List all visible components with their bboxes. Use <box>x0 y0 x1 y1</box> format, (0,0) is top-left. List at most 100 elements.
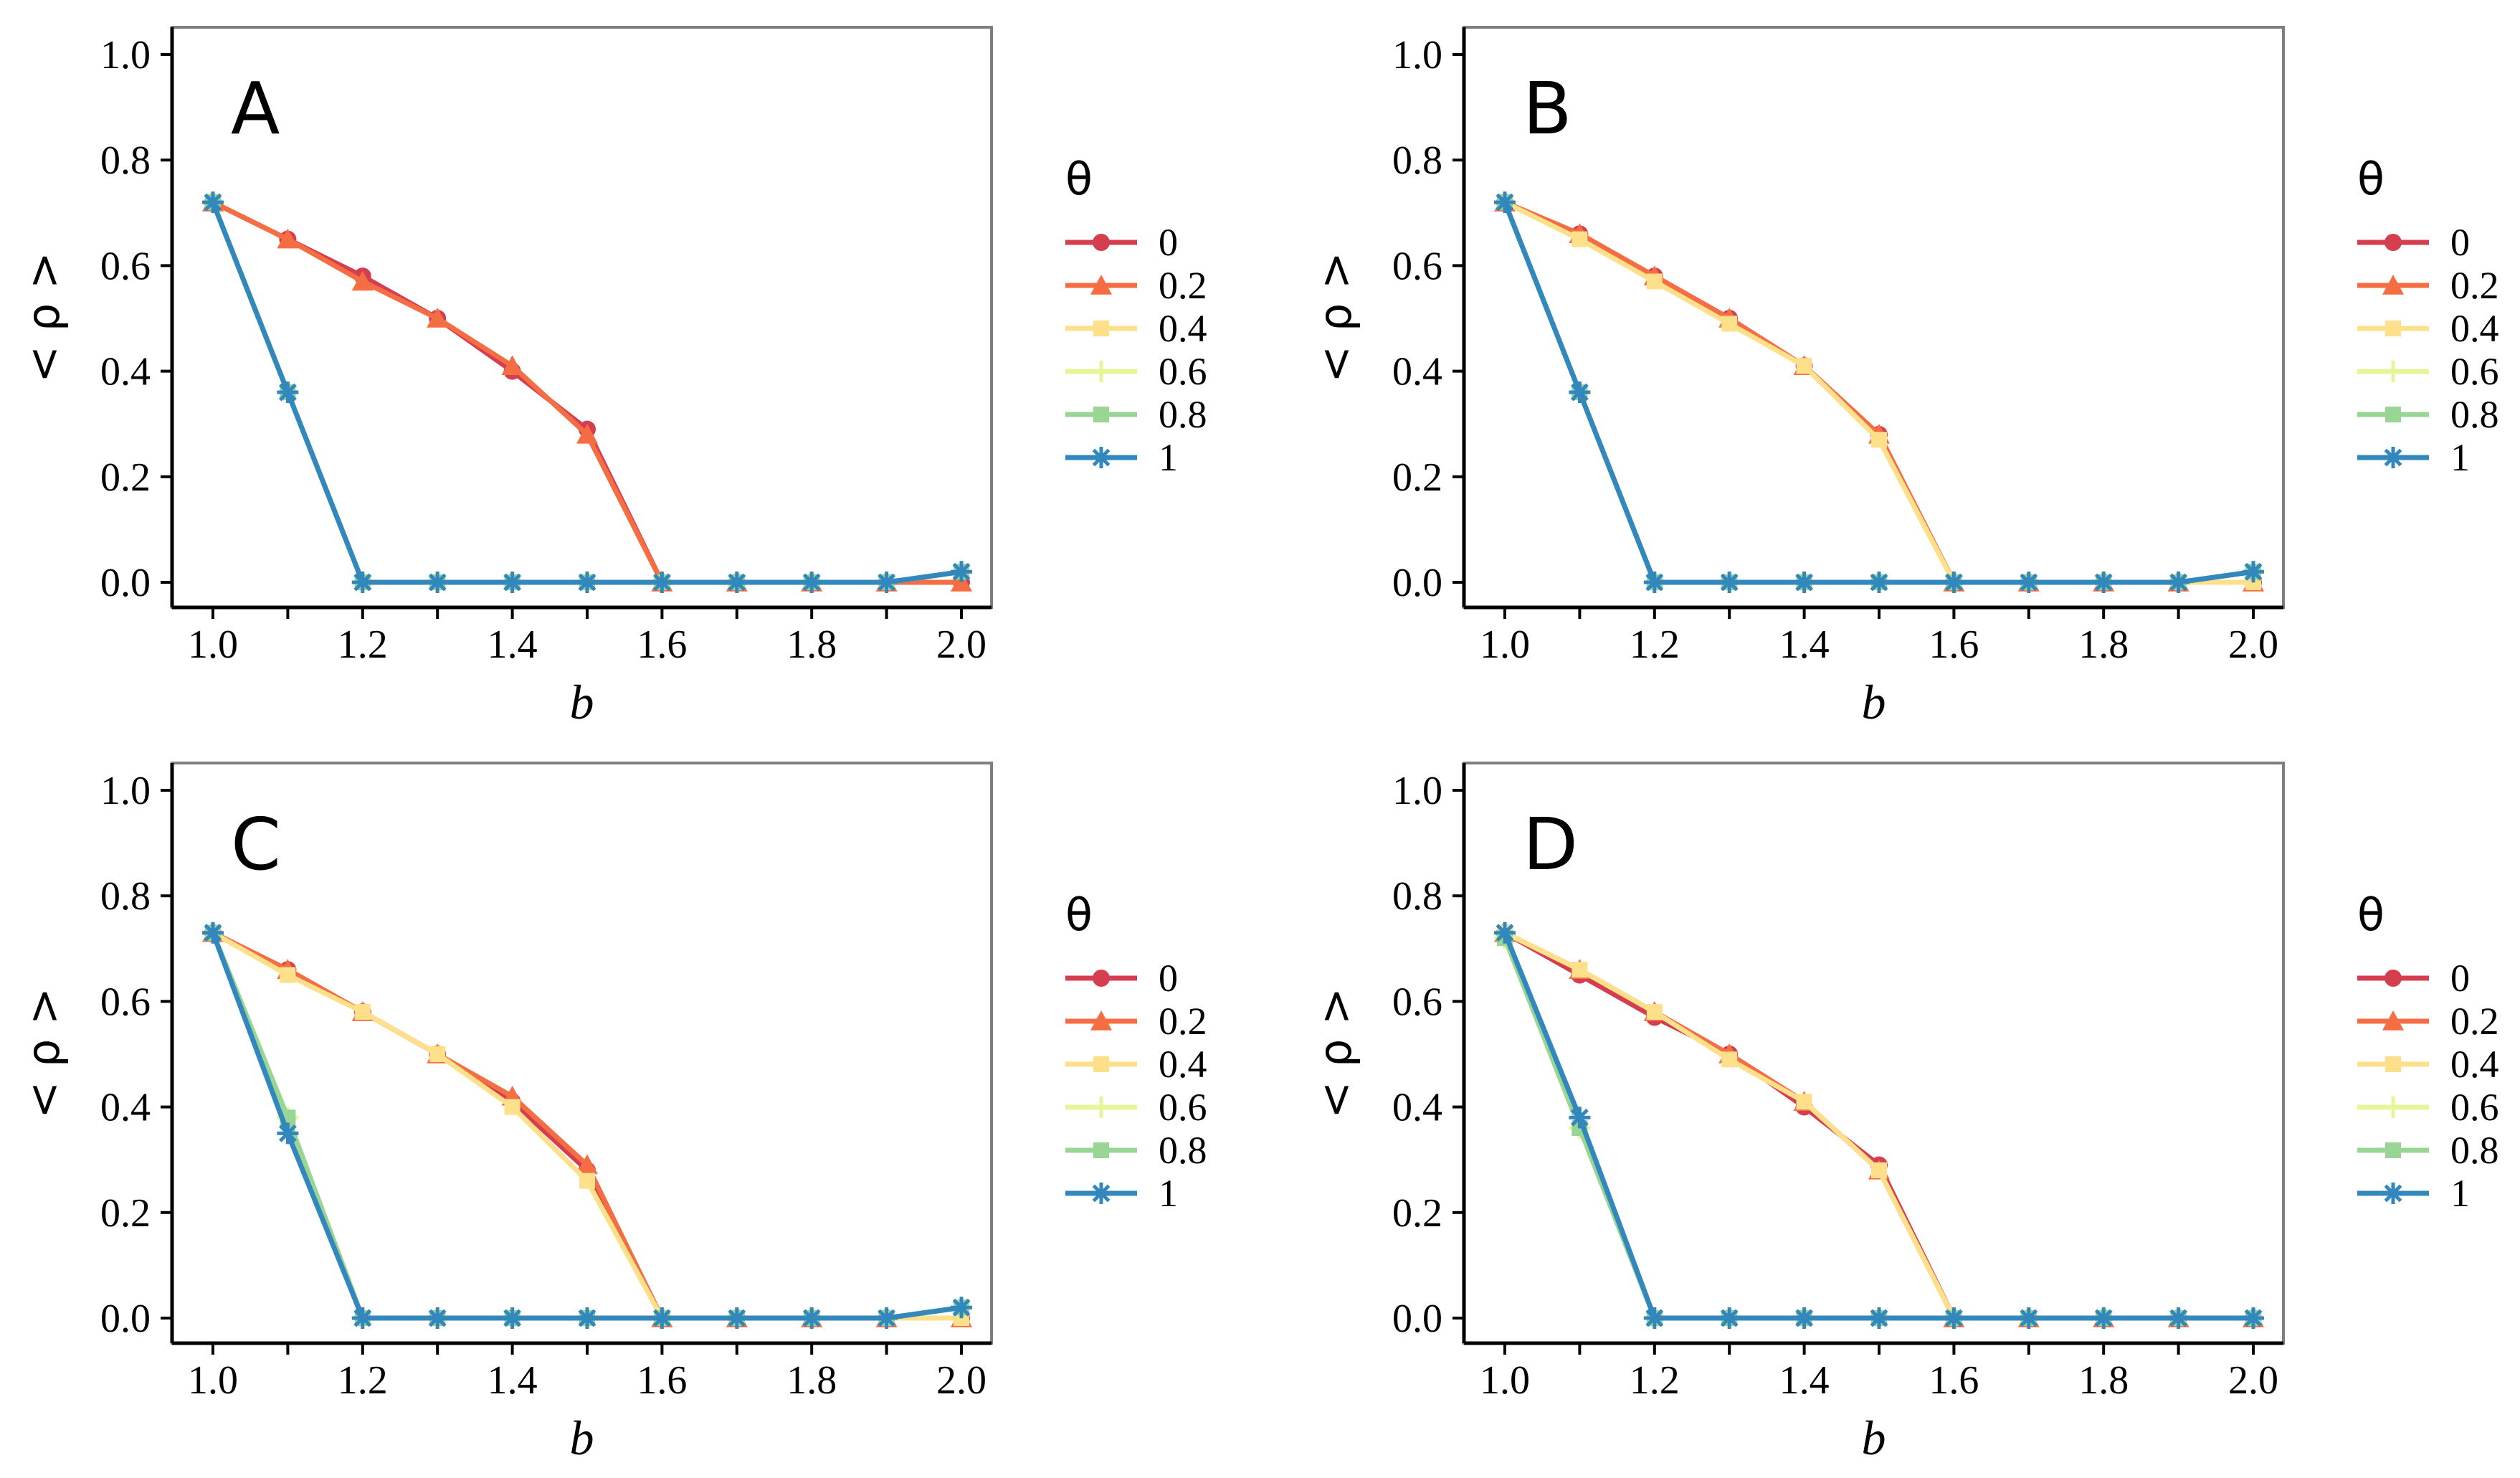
panel-label: B <box>1523 67 1572 151</box>
data-point-marker <box>576 1154 598 1175</box>
legend-title: θ <box>1065 889 1093 941</box>
y-tick-label: 0.8 <box>100 874 151 919</box>
legend-label: 1 <box>1159 1172 1178 1215</box>
legend-label: 0.4 <box>2450 1043 2499 1086</box>
data-point-marker <box>1796 358 1812 374</box>
data-point-marker <box>2167 572 2189 593</box>
data-point-marker <box>726 572 748 593</box>
chart-panel-d: 0.00.20.40.60.81.01.0 1.2 1.4 1.6 1.8 2.0b< ρ… <box>1309 762 2499 1465</box>
y-tick-label: 0.2 <box>100 1191 151 1236</box>
legend-item: 0.2 <box>2357 1000 2499 1043</box>
data-point-marker <box>2382 1010 2404 1031</box>
series-0 <box>204 194 970 591</box>
data-point-marker <box>1090 1096 1112 1118</box>
data-point-marker <box>2385 1142 2401 1158</box>
legend-label: 0.4 <box>1159 1043 1207 1086</box>
x-tick-label: 1.8 <box>786 1358 837 1403</box>
series-0-6 <box>202 922 972 1329</box>
data-point-marker <box>351 572 374 593</box>
legend-label: 0.8 <box>1159 1129 1207 1172</box>
x-tick-label: 1.0 <box>1480 1358 1530 1403</box>
legend-label: 1 <box>2450 436 2470 479</box>
data-point-marker <box>1721 316 1738 332</box>
legend-label: 0.6 <box>1159 350 1207 393</box>
legend-label: 1 <box>2450 1172 2470 1215</box>
x-tick-label: 1.8 <box>2078 622 2129 667</box>
legend-item: 0.2 <box>1065 1000 1207 1043</box>
data-point-marker <box>351 1307 374 1329</box>
x-tick-label: 2.0 <box>936 622 986 667</box>
data-point-marker <box>202 922 224 944</box>
data-point-marker <box>1718 572 1741 593</box>
legend: θ 00.20.40.60.81 <box>2357 153 2499 479</box>
panel-label: C <box>231 802 281 886</box>
data-point-marker <box>427 308 449 328</box>
y-tick-label: 0.0 <box>1392 561 1442 605</box>
legend-label: 0.6 <box>2450 1086 2499 1129</box>
x-axis-title: b <box>570 1411 594 1465</box>
data-point-marker <box>2093 1307 2115 1329</box>
legend-label: 0.8 <box>1159 393 1207 436</box>
data-point-marker <box>875 572 898 593</box>
series-line <box>211 930 961 1321</box>
x-axis-title: b <box>570 675 594 729</box>
legend-item: 1 <box>1065 436 1178 479</box>
data-point-marker <box>1793 1307 1815 1329</box>
legend-item: 0.8 <box>1065 1129 1207 1172</box>
data-point-marker <box>951 561 972 583</box>
data-point-marker <box>501 572 523 593</box>
y-tick-label: 1.0 <box>100 769 151 813</box>
series-line <box>1503 930 2253 1321</box>
y-tick-label: 0.8 <box>1392 874 1442 919</box>
data-point-marker <box>1093 321 1109 336</box>
data-point-marker <box>2382 275 2404 295</box>
legend: θ 00.20.40.60.81 <box>1065 889 1207 1215</box>
legend-item: 0.6 <box>2357 350 2499 393</box>
data-point-marker <box>2385 234 2402 251</box>
data-point-marker <box>429 1046 446 1062</box>
data-point-marker <box>1871 432 1887 448</box>
data-point-marker <box>277 382 299 404</box>
legend-label: 0.2 <box>2450 1000 2499 1043</box>
y-tick-label: 0.2 <box>1392 1191 1442 1236</box>
data-point-marker <box>951 1297 972 1319</box>
legend-item: 0.4 <box>2357 1043 2499 1086</box>
legend-label: 0 <box>1159 221 1178 264</box>
data-point-marker <box>1868 1307 1890 1329</box>
legend-label: 0.4 <box>2450 307 2499 350</box>
plot-frame <box>171 26 993 609</box>
data-point-marker <box>2243 1307 2264 1329</box>
data-point-marker <box>1093 970 1110 987</box>
x-tick-label: 1.4 <box>1779 622 1830 667</box>
data-point-marker <box>579 1173 595 1189</box>
data-point-marker <box>576 1307 598 1329</box>
data-point-marker <box>427 572 449 593</box>
legend-item: 0.4 <box>2357 307 2499 350</box>
data-point-marker <box>801 1307 823 1329</box>
data-point-marker <box>202 191 224 214</box>
series-1 <box>202 191 972 593</box>
legend-label: 0.2 <box>1159 1000 1207 1043</box>
legend-item: 0.4 <box>1065 307 1207 350</box>
data-point-marker <box>1646 1004 1663 1020</box>
data-point-marker <box>2382 447 2404 468</box>
series-0-2 <box>202 922 972 1327</box>
legend-item: 0 <box>2357 221 2470 264</box>
series-line <box>1503 199 2253 585</box>
data-point-marker <box>875 1307 898 1329</box>
data-point-marker <box>2017 1307 2040 1329</box>
data-point-marker <box>576 572 598 593</box>
legend-label: 1 <box>1159 436 1178 479</box>
data-point-marker <box>351 270 374 291</box>
legend-item: 0.2 <box>1065 264 1207 307</box>
data-point-marker <box>1569 1107 1591 1129</box>
legend: θ 00.20.40.60.81 <box>2357 889 2499 1215</box>
data-point-marker <box>2382 361 2404 382</box>
legend-item: 0 <box>1065 221 1178 264</box>
chart-panel-b: 0.00.20.40.60.81.01.0 1.2 1.4 1.6 1.8 2.0b< ρ… <box>1309 26 2499 729</box>
legend-label: 0 <box>2450 221 2470 264</box>
legend-title: θ <box>1065 153 1093 205</box>
data-point-marker <box>1090 1010 1112 1031</box>
data-point-marker <box>2093 572 2115 593</box>
